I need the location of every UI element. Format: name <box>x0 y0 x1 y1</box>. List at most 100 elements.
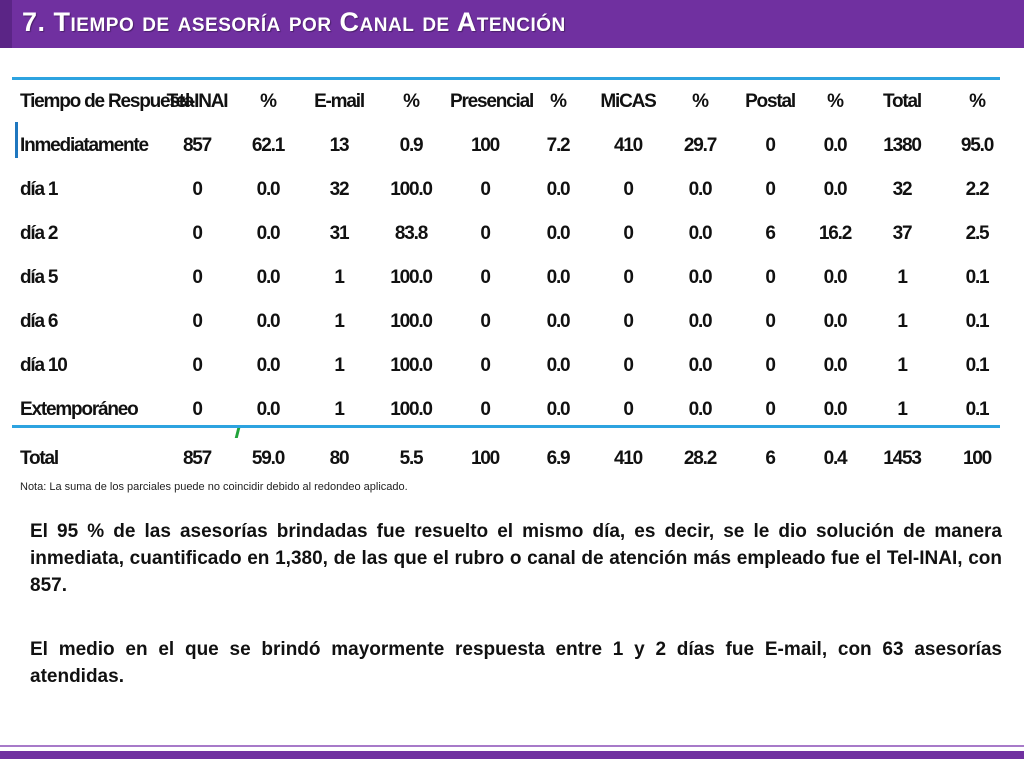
total-cell: 0.4 <box>823 448 848 469</box>
table-cell: 1 <box>334 311 345 332</box>
table-cell: 32 <box>329 179 350 200</box>
table-cell: 0 <box>765 399 776 420</box>
table-cell: 7.2 <box>546 135 571 156</box>
table-cell: 0 <box>192 267 203 288</box>
table-cell: 0 <box>765 179 776 200</box>
total-cell: 6 <box>765 448 776 469</box>
table-cell: 1 <box>897 311 908 332</box>
table-cell: 0.0 <box>823 179 848 200</box>
table-cell: 0 <box>623 311 634 332</box>
table-cell: 0 <box>480 223 491 244</box>
table-cell: 6 <box>765 223 776 244</box>
table-cell: 100.0 <box>390 311 433 332</box>
table-cell: 0 <box>623 355 634 376</box>
header-total: Total <box>883 91 922 112</box>
table-cell: 16.2 <box>818 223 852 244</box>
table-cell: 0.0 <box>688 399 713 420</box>
table-cell: 0.0 <box>823 267 848 288</box>
title-bar: 7. Tiempo de asesoría por Canal de Atenc… <box>0 0 1024 48</box>
table-cell: 0.0 <box>546 311 571 332</box>
table-cell: 0.0 <box>546 399 571 420</box>
table-cell: 0 <box>765 355 776 376</box>
row-label: día 6 <box>20 311 59 332</box>
table-cell: 0.0 <box>256 223 281 244</box>
table-row: día 1 0 0.0 32 100.0 0 0.0 0 0.0 0 0.0 3… <box>12 168 1020 212</box>
header-percent: % <box>260 91 277 112</box>
table-cell: 62.1 <box>251 135 285 156</box>
table-cell: 0.0 <box>256 311 281 332</box>
table-cell: 0.9 <box>399 135 424 156</box>
table-cell: 0.0 <box>546 223 571 244</box>
table-cell: 13 <box>329 135 350 156</box>
table-cell: 0 <box>192 223 203 244</box>
summary-paragraph-1: El 95 % de las asesorías brindadas fue r… <box>30 521 1002 596</box>
row-label: día 2 <box>20 223 59 244</box>
total-cell: 100 <box>962 448 992 469</box>
total-cell: 6.9 <box>546 448 571 469</box>
table-cell: 1 <box>897 267 908 288</box>
header-tiempo-respuesta: Tiempo de Respuesta <box>20 91 194 112</box>
table-cell: 0.1 <box>965 311 990 332</box>
table-cell: 1 <box>334 267 345 288</box>
table-cell: 0 <box>480 355 491 376</box>
total-cell: 857 <box>182 448 212 469</box>
table-cell: 0 <box>765 267 776 288</box>
table-cell: 83.8 <box>394 223 428 244</box>
table-cell: 1 <box>334 399 345 420</box>
table-cell: 100.0 <box>390 179 433 200</box>
table-cell: 1 <box>897 399 908 420</box>
table-cell: 29.7 <box>683 135 717 156</box>
table-cell: 0.0 <box>546 267 571 288</box>
table-frame: Tiempo de Respuesta Tel-INAI % E-mail % … <box>12 77 1000 470</box>
table-cell: 0.0 <box>823 311 848 332</box>
row-label: día 5 <box>20 267 59 288</box>
total-label: Total <box>20 448 59 469</box>
table-cell: 0 <box>480 399 491 420</box>
row-label: día 10 <box>20 355 68 376</box>
table-row: día 10 0 0.0 1 100.0 0 0.0 0 0.0 0 0.0 1… <box>12 344 1020 388</box>
table-cell: 0 <box>623 179 634 200</box>
table-cell: 0.0 <box>823 355 848 376</box>
table-cell: 1380 <box>883 135 922 156</box>
table-row: Inmediatamente 857 62.1 13 0.9 100 7.2 4… <box>12 124 1020 168</box>
table-cell: 1 <box>334 355 345 376</box>
table-row: día 5 0 0.0 1 100.0 0 0.0 0 0.0 0 0.0 1 … <box>12 256 1020 300</box>
table-cell: 100.0 <box>390 355 433 376</box>
table-footnote: Nota: La suma de los parciales puede no … <box>20 481 408 493</box>
table-cell: 0 <box>765 311 776 332</box>
header-email: E-mail <box>314 91 365 112</box>
table-cell: 0.0 <box>546 355 571 376</box>
header-tel-inai: Tel-INAI <box>166 91 229 112</box>
total-cell: 410 <box>613 448 643 469</box>
header-percent: % <box>403 91 420 112</box>
table-cell: 0.0 <box>823 135 848 156</box>
table-cell: 95.0 <box>960 135 994 156</box>
table-header-row: Tiempo de Respuesta Tel-INAI % E-mail % … <box>12 80 1020 124</box>
summary-paragraph-2: El medio en el que se brindó mayormente … <box>30 639 1002 687</box>
table-cell: 0.1 <box>965 355 990 376</box>
table-row: día 2 0 0.0 31 83.8 0 0.0 0 0.0 6 16.2 3… <box>12 212 1020 256</box>
table-cell: 0 <box>480 267 491 288</box>
table-cell: 2.5 <box>965 223 990 244</box>
header-percent: % <box>550 91 567 112</box>
table-cell: 0.0 <box>256 355 281 376</box>
table-cell: 1 <box>897 355 908 376</box>
footer-bar <box>0 751 1024 759</box>
header-presencial: Presencial <box>450 91 534 112</box>
table-cell: 0 <box>192 355 203 376</box>
table-cell: 0.1 <box>965 267 990 288</box>
table-cell: 0.0 <box>256 399 281 420</box>
title-accent <box>0 0 12 48</box>
table-cell: 0.0 <box>688 267 713 288</box>
table-cell: 0.0 <box>256 179 281 200</box>
total-separator-rule <box>12 425 1000 428</box>
response-time-table: Tiempo de Respuesta Tel-INAI % E-mail % … <box>12 80 1020 482</box>
table-cell: 100.0 <box>390 267 433 288</box>
table-cell: 100 <box>470 135 500 156</box>
total-cell: 1453 <box>883 448 922 469</box>
row-highlight-marker <box>15 122 18 158</box>
table-cell: 857 <box>182 135 212 156</box>
total-cell: 28.2 <box>683 448 717 469</box>
footer-thin-rule <box>0 745 1024 747</box>
